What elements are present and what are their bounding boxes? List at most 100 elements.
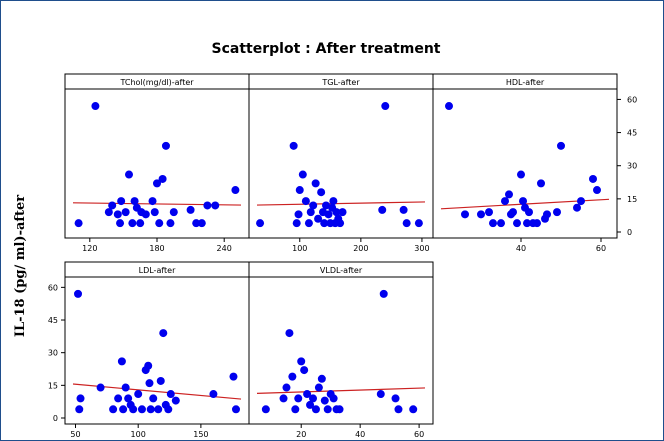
data-point bbox=[119, 405, 128, 414]
data-point bbox=[309, 394, 317, 403]
data-point bbox=[74, 289, 83, 298]
data-point bbox=[130, 197, 139, 206]
data-point bbox=[134, 390, 143, 399]
data-point bbox=[197, 219, 206, 228]
y-tick-label: 0 bbox=[627, 228, 632, 237]
data-point bbox=[304, 219, 313, 228]
chart-title: Scatterplot : After treatment bbox=[212, 41, 441, 57]
data-point bbox=[317, 188, 326, 197]
data-point bbox=[314, 214, 323, 223]
x-tick-label: 40 bbox=[355, 430, 365, 439]
data-point bbox=[294, 210, 303, 219]
panel-frame bbox=[432, 88, 618, 239]
data-point bbox=[229, 372, 238, 381]
data-point bbox=[589, 174, 597, 183]
data-point bbox=[336, 219, 345, 228]
panel-label: VLDL-after bbox=[320, 266, 363, 275]
data-point bbox=[577, 197, 585, 206]
data-point bbox=[311, 179, 320, 188]
data-point bbox=[150, 208, 159, 217]
data-point bbox=[153, 179, 161, 188]
x-tick-label: 180 bbox=[149, 244, 164, 253]
y-tick-label: 30 bbox=[627, 162, 637, 171]
data-point bbox=[121, 208, 130, 217]
data-point bbox=[329, 394, 338, 403]
data-point bbox=[261, 405, 270, 414]
data-point bbox=[109, 405, 118, 414]
data-point bbox=[288, 372, 297, 381]
y-tick-label: 60 bbox=[627, 95, 637, 104]
data-point bbox=[96, 383, 105, 392]
data-point bbox=[231, 186, 240, 195]
y-tick-label: 45 bbox=[48, 316, 58, 325]
data-point bbox=[298, 170, 307, 179]
data-point bbox=[593, 186, 601, 195]
data-point bbox=[121, 383, 130, 392]
data-point bbox=[335, 405, 344, 414]
data-point bbox=[137, 405, 146, 414]
panel-label: TGL-after bbox=[321, 78, 360, 87]
data-point bbox=[169, 208, 178, 217]
data-point bbox=[171, 396, 180, 405]
data-point bbox=[158, 174, 167, 183]
data-point bbox=[376, 390, 385, 399]
data-point bbox=[209, 390, 218, 399]
data-point bbox=[301, 197, 310, 206]
data-point bbox=[164, 405, 173, 414]
x-tick-label: 50 bbox=[70, 430, 80, 439]
data-point bbox=[292, 219, 301, 228]
data-point bbox=[117, 197, 126, 206]
data-point bbox=[124, 394, 133, 403]
data-point bbox=[136, 219, 145, 228]
data-point bbox=[154, 405, 163, 414]
data-point bbox=[231, 405, 240, 414]
data-point bbox=[309, 201, 318, 210]
data-point bbox=[116, 219, 125, 228]
data-point bbox=[303, 390, 312, 399]
y-tick-label: 60 bbox=[48, 283, 58, 292]
data-point bbox=[192, 219, 201, 228]
x-tick-label: 100 bbox=[131, 430, 146, 439]
panel-frame bbox=[64, 276, 250, 425]
data-point bbox=[338, 208, 347, 217]
data-point bbox=[300, 366, 309, 375]
data-point bbox=[399, 205, 408, 214]
data-point bbox=[391, 394, 400, 403]
x-tick-label: 240 bbox=[217, 244, 232, 253]
x-tick-label: 60 bbox=[596, 244, 606, 253]
panel-group: TChol(mg/dl)-after 120 180 240 TGL-after 100 2… bbox=[48, 73, 637, 439]
data-point bbox=[557, 141, 565, 150]
data-point bbox=[74, 219, 83, 228]
data-point bbox=[91, 102, 100, 111]
data-point bbox=[161, 141, 170, 150]
data-point bbox=[317, 374, 326, 383]
x-tick-label: 40 bbox=[516, 244, 526, 253]
data-point bbox=[125, 170, 133, 179]
data-point bbox=[445, 102, 453, 111]
x-tick-label: 100 bbox=[292, 244, 307, 253]
data-point bbox=[501, 197, 509, 206]
data-point bbox=[104, 208, 113, 217]
data-point bbox=[75, 405, 84, 414]
x-tick-label: 300 bbox=[414, 244, 429, 253]
data-point bbox=[320, 219, 329, 228]
data-point bbox=[166, 219, 175, 228]
data-point bbox=[166, 390, 175, 399]
x-tick-label: 150 bbox=[193, 430, 208, 439]
data-point bbox=[329, 197, 338, 206]
data-point bbox=[291, 405, 300, 414]
data-point bbox=[306, 400, 315, 409]
data-point bbox=[497, 219, 505, 228]
data-point bbox=[146, 405, 155, 414]
data-point bbox=[76, 394, 85, 403]
y-tick-label: 45 bbox=[627, 129, 637, 138]
data-point bbox=[306, 208, 315, 217]
data-point bbox=[537, 179, 545, 188]
data-point bbox=[129, 405, 138, 414]
data-point bbox=[128, 219, 137, 228]
data-point bbox=[297, 357, 306, 366]
data-point bbox=[489, 219, 497, 228]
data-point bbox=[114, 394, 123, 403]
data-point bbox=[295, 186, 304, 195]
